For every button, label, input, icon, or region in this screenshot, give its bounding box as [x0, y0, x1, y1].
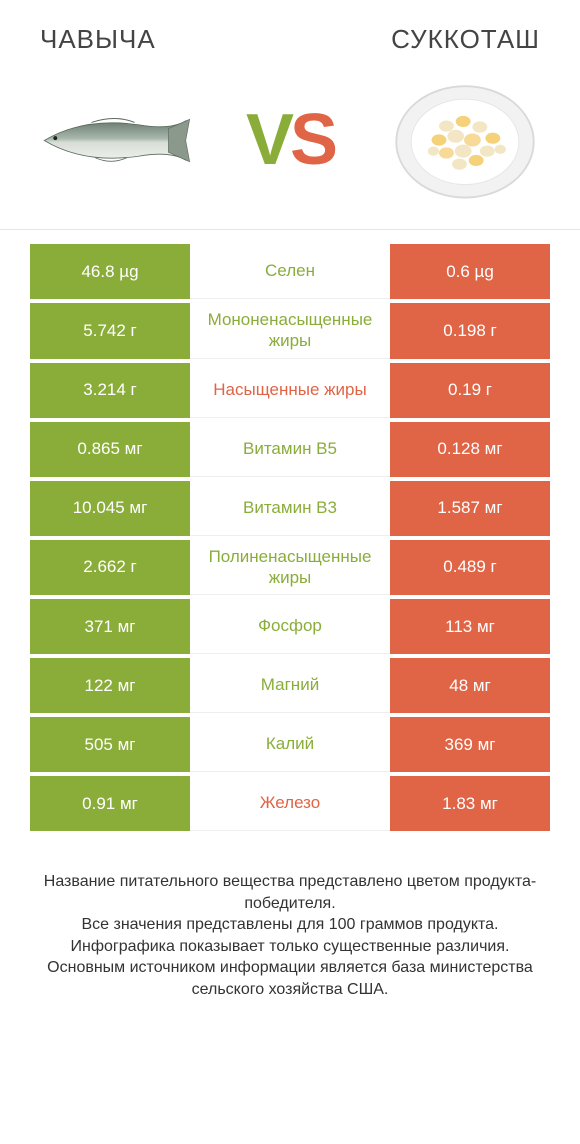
- right-value: 0.489 г: [390, 540, 550, 596]
- left-value: 0.865 мг: [30, 422, 190, 477]
- succotash-icon: [390, 75, 540, 205]
- right-value: 1.83 мг: [390, 776, 550, 831]
- fish-icon: [30, 113, 200, 168]
- nutrient-label: Витамин B5: [190, 422, 390, 477]
- nutrient-label: Железо: [190, 776, 390, 831]
- hero-row: VS: [0, 65, 580, 230]
- nutrient-label: Фосфор: [190, 599, 390, 654]
- left-value: 5.742 г: [30, 303, 190, 359]
- nutrient-label: Магний: [190, 658, 390, 713]
- vs-v: V: [246, 100, 290, 180]
- right-product-title: СУККОТАШ: [391, 24, 540, 55]
- right-value: 0.6 µg: [390, 244, 550, 299]
- infographic-container: ЧАВЫЧА СУККОТАШ VS: [0, 0, 580, 1144]
- nutrition-table: 46.8 µgСелен0.6 µg5.742 гМононенасыщенны…: [0, 230, 580, 835]
- table-row: 505 мгКалий369 мг: [30, 717, 550, 772]
- right-product-image: [380, 75, 550, 205]
- footer-line: Название питательного вещества представл…: [18, 871, 562, 914]
- left-product-image: [30, 75, 200, 205]
- footer-notes: Название питательного вещества представл…: [0, 835, 580, 1001]
- footer-line: Основным источником информации является …: [18, 957, 562, 1000]
- left-value: 46.8 µg: [30, 244, 190, 299]
- table-row: 3.214 гНасыщенные жиры0.19 г: [30, 363, 550, 418]
- left-value: 0.91 мг: [30, 776, 190, 831]
- right-value: 0.128 мг: [390, 422, 550, 477]
- header: ЧАВЫЧА СУККОТАШ: [0, 0, 580, 65]
- table-row: 2.662 гПолиненасыщенные жиры0.489 г: [30, 540, 550, 596]
- left-value: 10.045 мг: [30, 481, 190, 536]
- nutrient-label: Мононенасыщенные жиры: [190, 303, 390, 359]
- table-row: 122 мгМагний48 мг: [30, 658, 550, 713]
- right-value: 113 мг: [390, 599, 550, 654]
- left-value: 505 мг: [30, 717, 190, 772]
- nutrient-label: Полиненасыщенные жиры: [190, 540, 390, 596]
- table-row: 10.045 мгВитамин B31.587 мг: [30, 481, 550, 536]
- left-value: 2.662 г: [30, 540, 190, 596]
- right-value: 0.19 г: [390, 363, 550, 418]
- left-product-title: ЧАВЫЧА: [40, 24, 156, 55]
- footer-line: Инфографика показывает только существенн…: [18, 936, 562, 958]
- nutrient-label: Насыщенные жиры: [190, 363, 390, 418]
- table-row: 5.742 гМононенасыщенные жиры0.198 г: [30, 303, 550, 359]
- left-value: 371 мг: [30, 599, 190, 654]
- table-row: 0.91 мгЖелезо1.83 мг: [30, 776, 550, 831]
- nutrient-label: Селен: [190, 244, 390, 299]
- vs-s: S: [290, 100, 334, 180]
- right-value: 0.198 г: [390, 303, 550, 359]
- left-value: 122 мг: [30, 658, 190, 713]
- right-value: 1.587 мг: [390, 481, 550, 536]
- table-row: 0.865 мгВитамин B50.128 мг: [30, 422, 550, 477]
- right-value: 369 мг: [390, 717, 550, 772]
- vs-badge: VS: [246, 104, 334, 176]
- table-row: 46.8 µgСелен0.6 µg: [30, 244, 550, 299]
- right-value: 48 мг: [390, 658, 550, 713]
- footer-line: Все значения представлены для 100 граммо…: [18, 914, 562, 936]
- left-value: 3.214 г: [30, 363, 190, 418]
- nutrient-label: Калий: [190, 717, 390, 772]
- nutrient-label: Витамин B3: [190, 481, 390, 536]
- table-row: 371 мгФосфор113 мг: [30, 599, 550, 654]
